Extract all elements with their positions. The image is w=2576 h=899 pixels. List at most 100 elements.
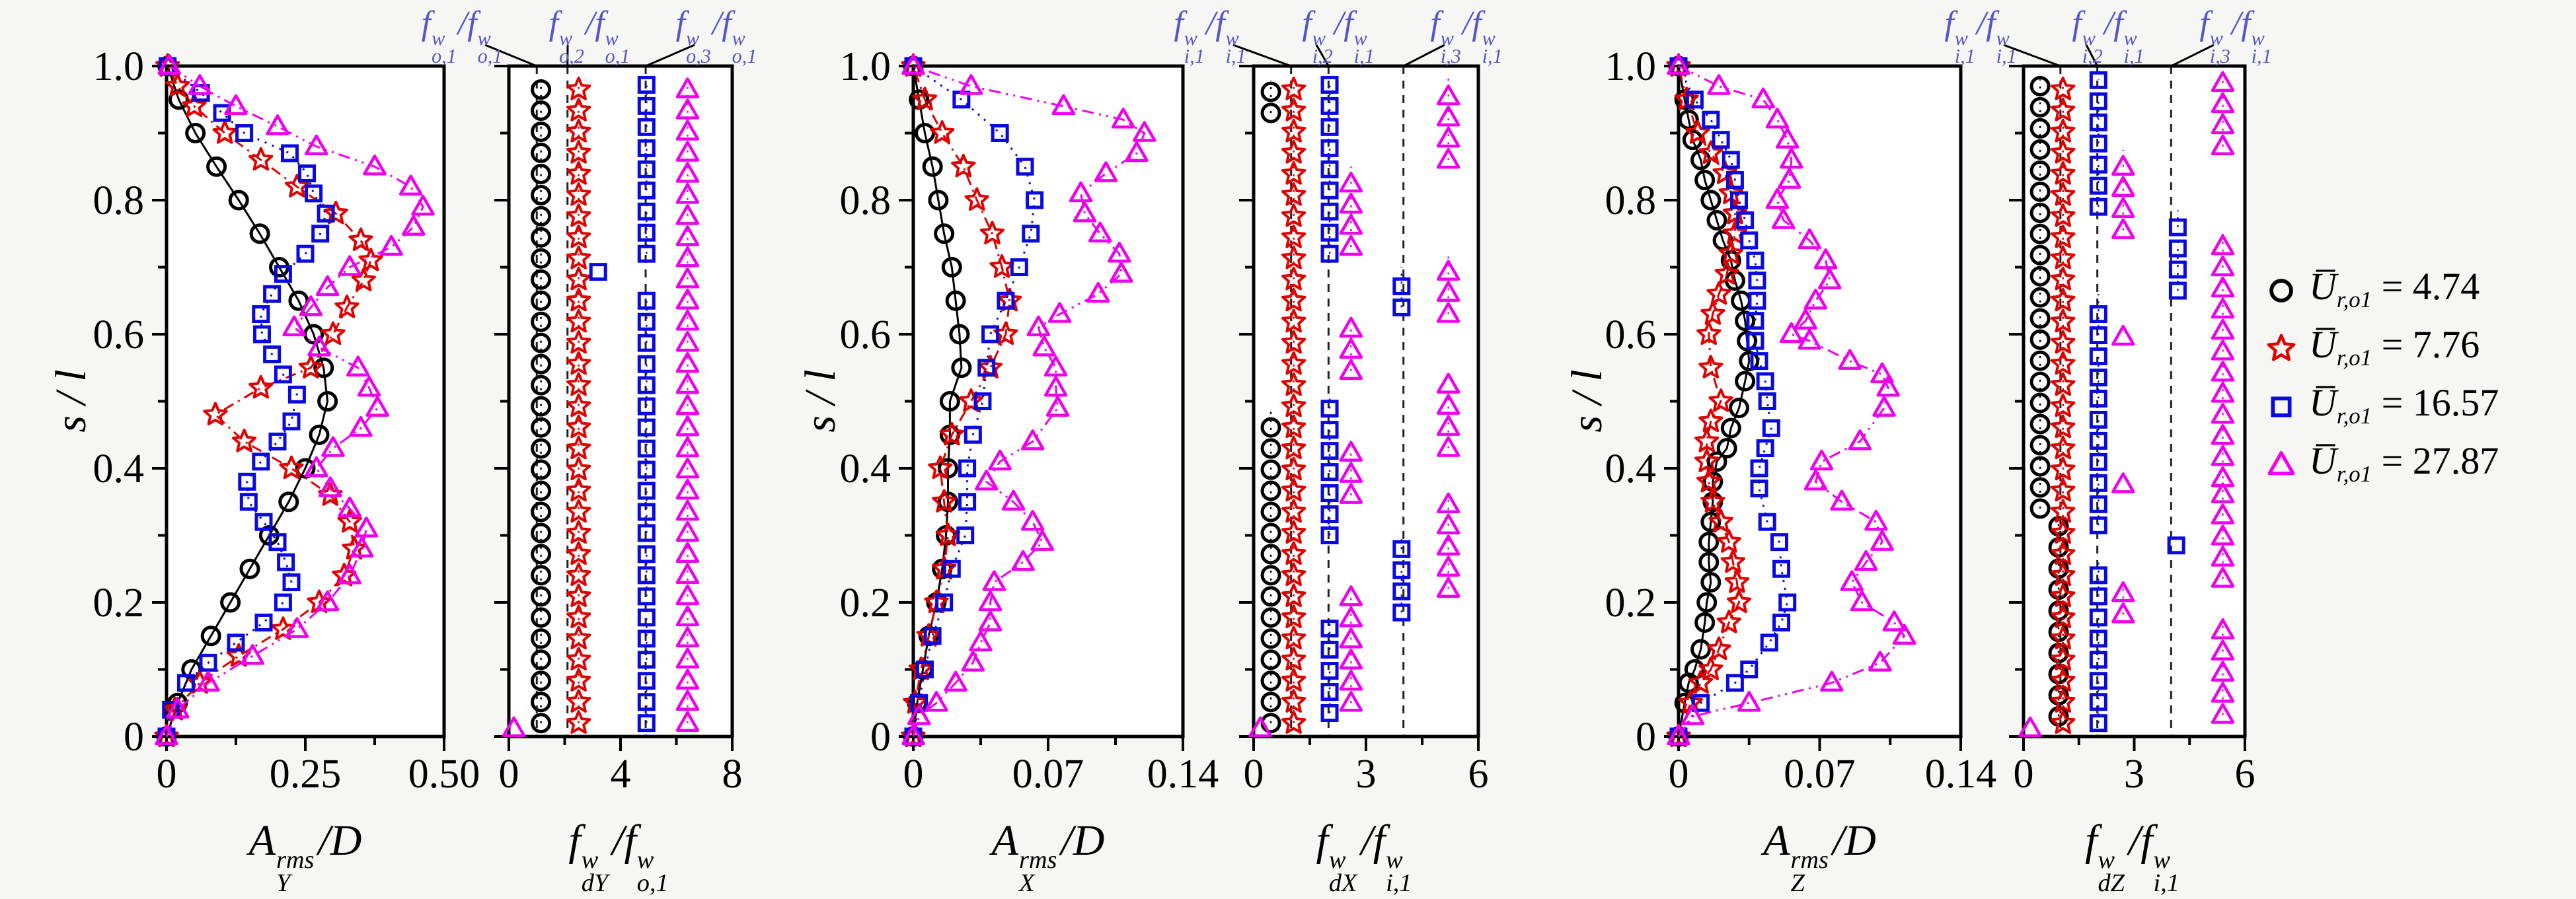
y-axis-label-sl-2: s / l [796,369,845,433]
y-tick-label-AY-0.2: 0.2 [93,581,145,626]
annotation-label-fdX-2: f w i,3/f w i,1 [1430,4,1503,66]
sup-sub: w i,3 [2209,26,2230,68]
label-text: = 7.76 [2372,323,2480,366]
panel-AZ: 0 0.07 0.14 1.0 0.8 0.6 0.4 0.2 0 [1605,44,1997,797]
sup-sub: rms X [1018,845,1057,898]
x-axis-label-fdY: f w dY/f w o,1 [568,816,672,896]
label-text: f [595,5,605,42]
sup-sub: w o,3 [686,26,711,68]
label-text: r,o1 [2336,461,2372,487]
annotation-leader-fdY-2 [645,44,695,67]
legend-item-label-0: U̅r,o1 = 4.74 [2309,264,2480,313]
label-text: = 16.57 [2372,381,2499,424]
annotation-leader-fdZ-2 [2170,44,2215,67]
x-tick-label-AY-0.25: 0.25 [270,752,342,797]
sup-sub: w o,1 [605,26,630,68]
sup-sub: w i,3 [1440,26,1461,68]
sup-sub: rms Y [276,845,315,898]
x-tick-label-AX-0.07: 0.07 [1012,752,1084,797]
x-tick-label-AX-0.14: 0.14 [1147,752,1219,797]
label-text: f [1430,5,1440,42]
label-text: f [2241,5,2251,42]
label-text: / [457,5,468,42]
label-text: f [421,5,432,42]
sup-sub: w i,1 [2123,26,2144,68]
x-tick-label-fdX-3: 3 [1356,752,1377,797]
annotation-leader-fdZ-0 [2003,44,2061,67]
x-tick-label-AY-0: 0 [157,752,177,797]
y-tick-label-AX-0.8: 0.8 [840,178,891,223]
label-text: f [2113,5,2123,42]
label-text: U̅ [2309,439,2337,482]
series-AX-square [904,57,1044,746]
label-text: / [1361,816,1373,865]
sup-sub: w o,1 [477,26,503,68]
label-text: A [1763,816,1790,865]
series-fdX-star [1281,76,1307,734]
series-AX-triangle [901,54,1156,746]
annotation-leader-fdX-2 [1402,44,1445,67]
label-text: r,o1 [2336,345,2372,371]
series-fdY-square [589,75,656,733]
x-tick-label-fdZ-3: 3 [2124,752,2144,797]
annotation-label-fdY-2: f w o,3/f w o,1 [676,4,759,66]
label-text: / [1334,5,1344,42]
legend-item-label-3: U̅r,o1 = 27.87 [2309,439,2499,487]
label-text: f [1316,816,1328,865]
panel-AY: 0 0.25 0.50 1.0 0.8 0.6 0.4 0.2 0 [93,44,480,797]
annotation-leader-fdZ-1 [2085,44,2098,67]
x-tick-label-fdY-8: 8 [722,752,743,797]
series-fdZ-triangle [2018,71,2235,738]
label-text: = 4.74 [2372,265,2480,308]
x-tick-label-fdX-6: 6 [1468,752,1489,797]
y-tick-label-AZ-0.8: 0.8 [1605,178,1657,223]
label-text: / [2103,5,2114,42]
legend-symbol-square [2271,396,2292,417]
y-tick-label-AX-1.0: 1.0 [840,44,891,89]
x-tick-label-AZ-0: 0 [1669,752,1689,797]
x-tick-label-fdY-0: 0 [499,752,519,797]
x-tick-label-AZ-0.14: 0.14 [1925,752,1997,797]
sup-sub: w o,1 [732,26,757,68]
y-tick-label-AY-1.0: 1.0 [93,44,145,89]
sup-sub: rms Z [1790,845,1829,898]
legend-item-label-1: U̅r,o1 = 7.76 [2309,322,2480,371]
label-text: f [1215,5,1225,42]
panel-fdY: 0 4 8 [484,44,743,797]
label-text: = 27.87 [2372,439,2499,482]
series-AZ-star [1666,53,1752,748]
sup-sub: w i,1 [2153,845,2179,898]
x-tick-label-AY-0.50: 0.50 [408,752,480,797]
series-AY-triangle [155,54,435,746]
sup-sub: w i,1 [1225,26,1246,68]
label-text: f [1373,816,1386,865]
sup-sub: w i,1 [1482,26,1503,68]
y-tick-label-AX-0.4: 0.4 [840,447,891,491]
series-fdY-star [566,76,591,734]
label-text: / [1462,5,1472,42]
label-text: f [2072,5,2082,42]
panel-AX: 0 0.07 0.14 1.0 0.8 0.6 0.4 0.2 0 [840,44,1219,797]
legend-symbol-star [2267,334,2296,361]
sup-sub: w i,2 [2082,26,2103,68]
label-text: U̅ [2309,265,2337,308]
y-tick-label-AY-0: 0 [124,715,144,760]
label-text: f [549,5,559,42]
label-text: f [675,5,686,42]
sup-sub: w i,2 [1312,26,1333,68]
y-tick-label-AY-0.4: 0.4 [93,447,145,491]
label-text: f [1944,5,1954,42]
label-text: / [1976,5,1987,42]
label-text: / [585,5,595,42]
x-tick-label-fdX-0: 0 [1244,752,1264,797]
panel-fdZ: 0 3 6 [2003,44,2255,797]
sup-sub: w i,1 [1954,26,1975,68]
y-tick-label-AY-0.8: 0.8 [93,178,145,223]
label-text: f [1302,5,1312,42]
sup-sub: w i,1 [1353,26,1375,68]
y-tick-label-AX-0.2: 0.2 [840,581,891,626]
label-text: / [1205,5,1216,42]
